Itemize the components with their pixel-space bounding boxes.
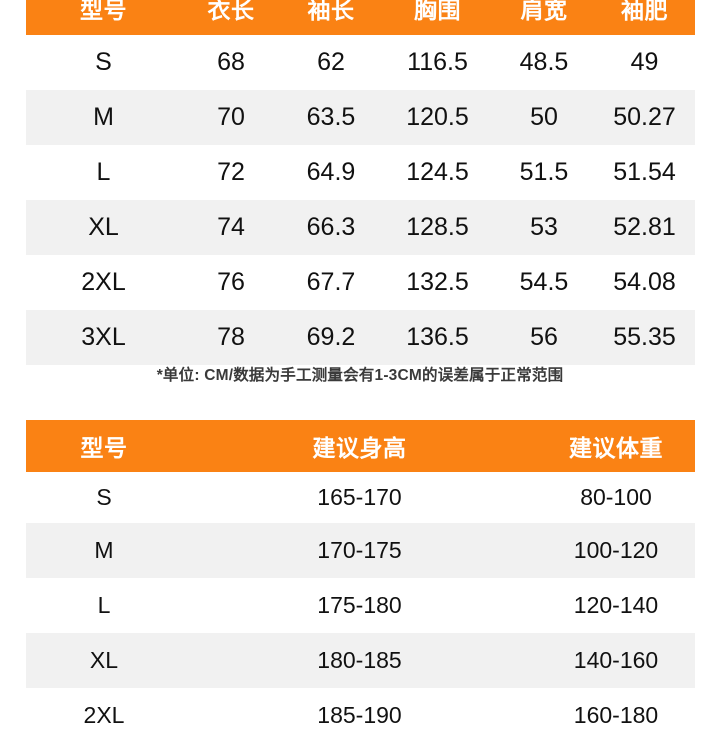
cell-height: 180-185 <box>317 647 402 673</box>
cell-weight: 120-140 <box>573 592 659 618</box>
size-measurement-table: 型号 衣长 袖长 胸围 肩宽 袖肥 S 68 62 116.5 48.5 49 … <box>26 0 695 365</box>
cell-sleeve: 66.3 <box>306 213 356 241</box>
header-cell-sleeve: 袖长 <box>307 0 355 23</box>
header-cell-shoulder: 肩宽 <box>520 0 568 23</box>
table-row: M 70 63.5 120.5 50 50.27 <box>26 90 695 145</box>
cell-sleeve-width: 51.54 <box>613 158 676 186</box>
cell-bust: 120.5 <box>406 103 469 131</box>
cell-bust: 132.5 <box>406 268 469 296</box>
cell-sleeve: 64.9 <box>306 158 356 186</box>
cell-length: 76 <box>217 268 245 296</box>
header-cell-sleeve-width: 袖肥 <box>621 0 668 23</box>
table-row: 2XL 76 67.7 132.5 54.5 54.08 <box>26 255 695 310</box>
cell-shoulder: 54.5 <box>519 268 569 296</box>
table-row: S 165-170 80-100 <box>26 472 695 523</box>
cell-size: S <box>95 48 112 76</box>
table-row: XL 74 66.3 128.5 53 52.81 <box>26 200 695 255</box>
header-cell-bust: 胸围 <box>414 0 461 23</box>
cell-bust: 128.5 <box>406 213 469 241</box>
cell-sleeve-width: 55.35 <box>613 323 676 351</box>
cell-height: 185-190 <box>317 702 402 728</box>
cell-size: M <box>94 537 114 563</box>
cell-length: 74 <box>217 213 245 241</box>
cell-shoulder: 53 <box>530 213 558 241</box>
cell-length: 72 <box>217 158 245 186</box>
cell-sleeve-width: 50.27 <box>613 103 676 131</box>
cell-sleeve: 67.7 <box>306 268 356 296</box>
table-row: 2XL 185-190 160-180 <box>26 688 695 743</box>
cell-weight: 140-160 <box>573 647 659 673</box>
cell-sleeve-width: 54.08 <box>613 268 676 296</box>
cell-weight: 100-120 <box>573 537 659 563</box>
cell-length: 70 <box>217 103 245 131</box>
cell-size: L <box>97 592 111 618</box>
recommend-table-header-row: 型号 建议身高 建议体重 <box>26 420 695 472</box>
cell-bust: 116.5 <box>407 48 468 76</box>
cell-size: S <box>96 484 112 510</box>
cell-size: 2XL <box>83 702 125 728</box>
header-cell-weight: 建议体重 <box>569 435 663 461</box>
cell-height: 175-180 <box>317 592 402 618</box>
cell-sleeve-width: 52.81 <box>613 213 676 241</box>
size-recommendation-table: 型号 建议身高 建议体重 S 165-170 80-100 M 170-175 … <box>26 420 695 743</box>
cell-sleeve: 62 <box>317 48 345 76</box>
table-row: L 175-180 120-140 <box>26 578 695 633</box>
header-cell-length: 衣长 <box>207 0 255 23</box>
table-row: 3XL 78 69.2 136.5 56 55.35 <box>26 310 695 365</box>
measurement-note: *单位: CM/数据为手工测量会有1-3CM的误差属于正常范围 <box>156 367 564 384</box>
cell-size: 2XL <box>81 268 126 296</box>
cell-size: 3XL <box>81 323 126 351</box>
cell-bust: 124.5 <box>406 158 469 186</box>
cell-weight: 160-180 <box>573 702 659 728</box>
cell-bust: 136.5 <box>406 323 469 351</box>
cell-sleeve-width: 49 <box>630 48 659 76</box>
cell-size: L <box>96 158 111 186</box>
cell-length: 78 <box>217 323 245 351</box>
table-row: S 68 62 116.5 48.5 49 <box>26 35 695 90</box>
cell-sleeve: 69.2 <box>306 323 356 351</box>
cell-sleeve: 63.5 <box>306 103 356 131</box>
cell-size: XL <box>88 213 119 241</box>
measurement-table-header-row: 型号 衣长 袖长 胸围 肩宽 袖肥 <box>26 0 695 35</box>
cell-size: XL <box>89 647 119 673</box>
table-row: M 170-175 100-120 <box>26 523 695 578</box>
header-cell-height: 建议身高 <box>312 435 407 461</box>
header-cell-size: 型号 <box>80 0 127 23</box>
cell-length: 68 <box>217 48 245 76</box>
table-row: XL 180-185 140-160 <box>26 633 695 688</box>
table-row: L 72 64.9 124.5 51.5 51.54 <box>26 145 695 200</box>
cell-height: 170-175 <box>317 537 402 563</box>
cell-shoulder: 56 <box>530 323 558 351</box>
size-chart-page: 型号 衣长 袖长 胸围 肩宽 袖肥 S 68 62 116.5 48.5 49 … <box>26 0 695 728</box>
cell-height: 165-170 <box>317 484 402 510</box>
cell-shoulder: 50 <box>530 103 558 131</box>
cell-size: M <box>93 103 114 131</box>
header-cell-size: 型号 <box>80 435 128 461</box>
cell-weight: 80-100 <box>580 484 652 510</box>
cell-shoulder: 51.5 <box>519 158 569 186</box>
cell-shoulder: 48.5 <box>519 48 569 76</box>
